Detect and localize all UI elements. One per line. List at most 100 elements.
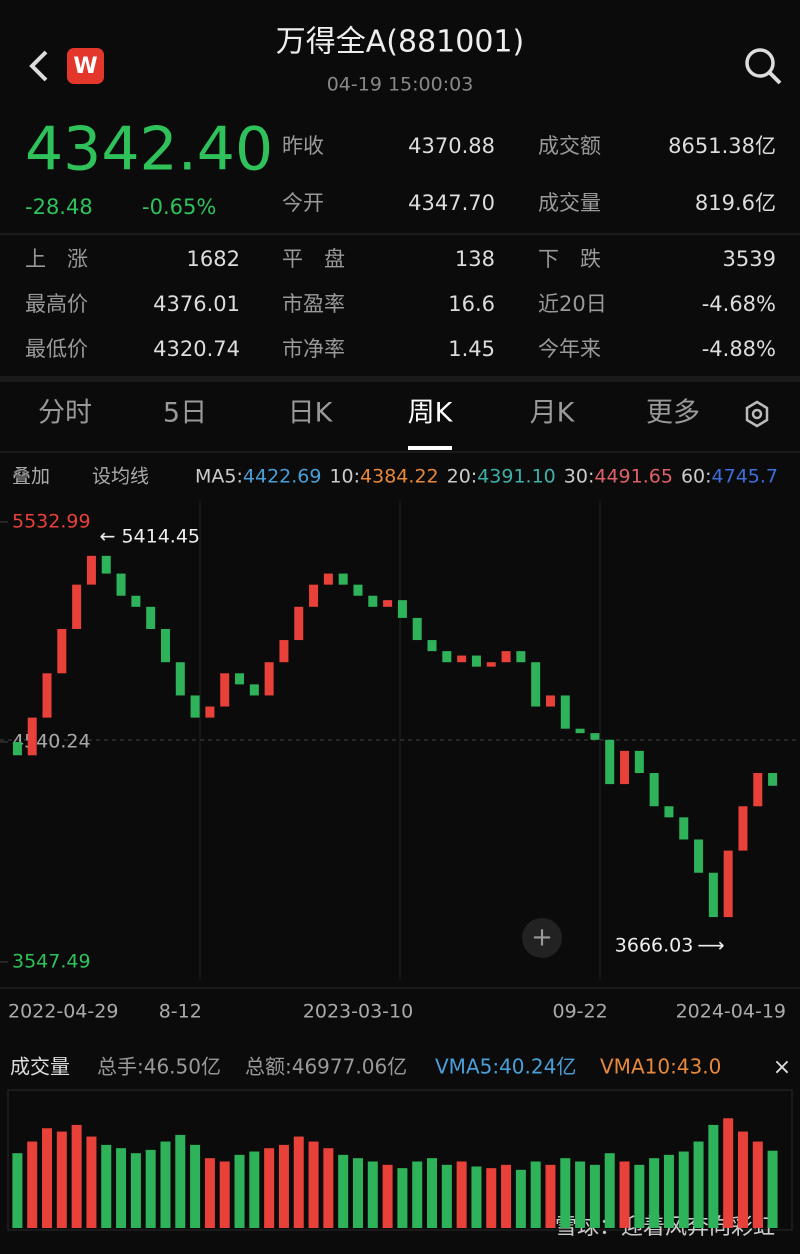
stat-value: 4376.01 bbox=[153, 292, 240, 316]
stat-label: 近20日 bbox=[538, 292, 607, 316]
candle bbox=[27, 717, 37, 756]
candle bbox=[205, 706, 215, 718]
candle bbox=[516, 651, 526, 663]
candle bbox=[72, 584, 82, 629]
volume-bar bbox=[515, 1169, 526, 1228]
volume-bar bbox=[723, 1118, 734, 1228]
back[interactable] bbox=[29, 50, 48, 82]
volume-bar bbox=[278, 1144, 289, 1228]
candle bbox=[708, 872, 718, 918]
time: 04-19 15:00:03 bbox=[327, 74, 474, 96]
stat-label: 下 跌 bbox=[538, 247, 601, 271]
candle bbox=[679, 817, 689, 840]
zoom-in[interactable] bbox=[522, 918, 562, 958]
candle bbox=[353, 584, 363, 596]
quote-label: 昨收 bbox=[282, 134, 324, 158]
tab[interactable]: 日K bbox=[288, 398, 334, 429]
volume-bar bbox=[560, 1158, 571, 1228]
candle bbox=[175, 662, 185, 696]
ma-value: 4422.69 bbox=[243, 466, 322, 488]
candle bbox=[116, 573, 126, 596]
candle bbox=[309, 584, 319, 607]
volume-bar bbox=[190, 1144, 201, 1228]
volume-bar bbox=[116, 1148, 127, 1228]
tab[interactable]: 更多 bbox=[646, 398, 700, 429]
ma-name: 60: bbox=[681, 466, 712, 488]
overlay[interactable]: 叠加 bbox=[12, 466, 50, 488]
candle bbox=[486, 662, 496, 667]
tab[interactable]: 周K bbox=[408, 398, 454, 429]
settings[interactable] bbox=[745, 400, 769, 428]
volume-bar bbox=[42, 1128, 53, 1228]
volume-bar bbox=[501, 1164, 512, 1228]
candle bbox=[427, 640, 437, 652]
price: 4342.40 bbox=[25, 115, 273, 185]
stat-label: 市盈率 bbox=[282, 292, 345, 316]
ma-name: 30: bbox=[564, 466, 595, 488]
x-tick-label: 09-22 bbox=[552, 1001, 607, 1023]
candle bbox=[220, 673, 230, 707]
volume-bar bbox=[486, 1168, 497, 1228]
ma-value: 4491.65 bbox=[594, 466, 673, 488]
stat-label: 市净率 bbox=[282, 337, 345, 361]
candle bbox=[42, 673, 52, 718]
tab[interactable]: 分时 bbox=[38, 398, 92, 429]
change-pct: -0.65% bbox=[142, 195, 216, 219]
candle bbox=[664, 806, 674, 818]
quote-value: 819.6亿 bbox=[695, 191, 776, 215]
quote-value: 4370.88 bbox=[408, 134, 495, 158]
set-ma[interactable]: 设均线 bbox=[92, 466, 149, 488]
candle bbox=[397, 600, 407, 618]
candle bbox=[368, 595, 378, 607]
candle bbox=[471, 655, 481, 667]
candle bbox=[694, 839, 704, 873]
volume-bar bbox=[693, 1141, 704, 1228]
volume-bar bbox=[234, 1154, 245, 1228]
stat-label: 最低价 bbox=[25, 337, 88, 361]
stat-value: 1682 bbox=[187, 247, 240, 271]
volume-bar bbox=[545, 1164, 556, 1228]
candle bbox=[235, 673, 245, 685]
candle bbox=[442, 651, 452, 663]
volume-bar bbox=[382, 1164, 393, 1228]
stat-label: 平 盘 bbox=[282, 247, 345, 271]
y-tick-label: 3547.49 bbox=[12, 950, 91, 972]
quote-label: 今开 bbox=[282, 191, 324, 215]
candle bbox=[279, 640, 289, 663]
total-hand: 总手:46.50亿 bbox=[97, 1055, 221, 1079]
volume-bar bbox=[471, 1166, 482, 1228]
stat-value: -4.88% bbox=[702, 337, 776, 361]
candle bbox=[605, 739, 615, 785]
volume-bar bbox=[293, 1136, 304, 1228]
search[interactable] bbox=[745, 48, 782, 85]
volume-bar bbox=[663, 1154, 674, 1228]
candle bbox=[457, 655, 467, 663]
high-label: 5414.45 bbox=[121, 526, 200, 548]
ma-value: 4745.7 bbox=[712, 466, 778, 488]
volume-bar bbox=[767, 1150, 778, 1228]
volume-bar bbox=[441, 1164, 452, 1228]
candle bbox=[101, 555, 111, 574]
volume-bar bbox=[130, 1153, 141, 1228]
volume-bar bbox=[12, 1153, 23, 1228]
close[interactable]: × bbox=[773, 1055, 791, 1080]
tab[interactable]: 月K bbox=[530, 398, 576, 429]
stat-value: 138 bbox=[455, 247, 495, 271]
quote-value: 4347.70 bbox=[408, 191, 495, 215]
zoom-in-icon: + bbox=[531, 923, 553, 953]
candle bbox=[131, 595, 141, 607]
tab[interactable]: 5日 bbox=[163, 398, 207, 429]
volume-bar bbox=[737, 1131, 748, 1228]
volume-bar bbox=[530, 1161, 541, 1228]
candle bbox=[753, 773, 763, 807]
x-tick-label: 2022-04-29 bbox=[8, 1001, 118, 1023]
candle bbox=[323, 573, 333, 585]
quote-label: 成交量 bbox=[538, 191, 601, 215]
volume-title: 成交量 bbox=[10, 1055, 70, 1079]
stat-label: 今年来 bbox=[538, 337, 601, 361]
volume-bar bbox=[308, 1141, 319, 1228]
volume-bar bbox=[71, 1124, 82, 1228]
y-tick-label: 5532.99 bbox=[12, 510, 91, 532]
candle bbox=[146, 606, 156, 629]
